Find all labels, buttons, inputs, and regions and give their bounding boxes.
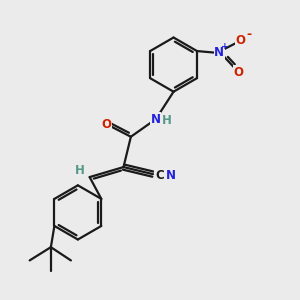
- Text: N: N: [151, 112, 161, 126]
- Text: N: N: [166, 169, 176, 182]
- Text: +: +: [220, 42, 228, 51]
- Text: N: N: [214, 46, 224, 59]
- Text: H: H: [162, 114, 172, 127]
- Text: -: -: [246, 28, 251, 41]
- Text: H: H: [75, 164, 85, 177]
- Text: O: O: [234, 66, 244, 79]
- Text: O: O: [101, 118, 111, 130]
- Text: O: O: [235, 34, 245, 47]
- Text: C: C: [155, 169, 164, 182]
